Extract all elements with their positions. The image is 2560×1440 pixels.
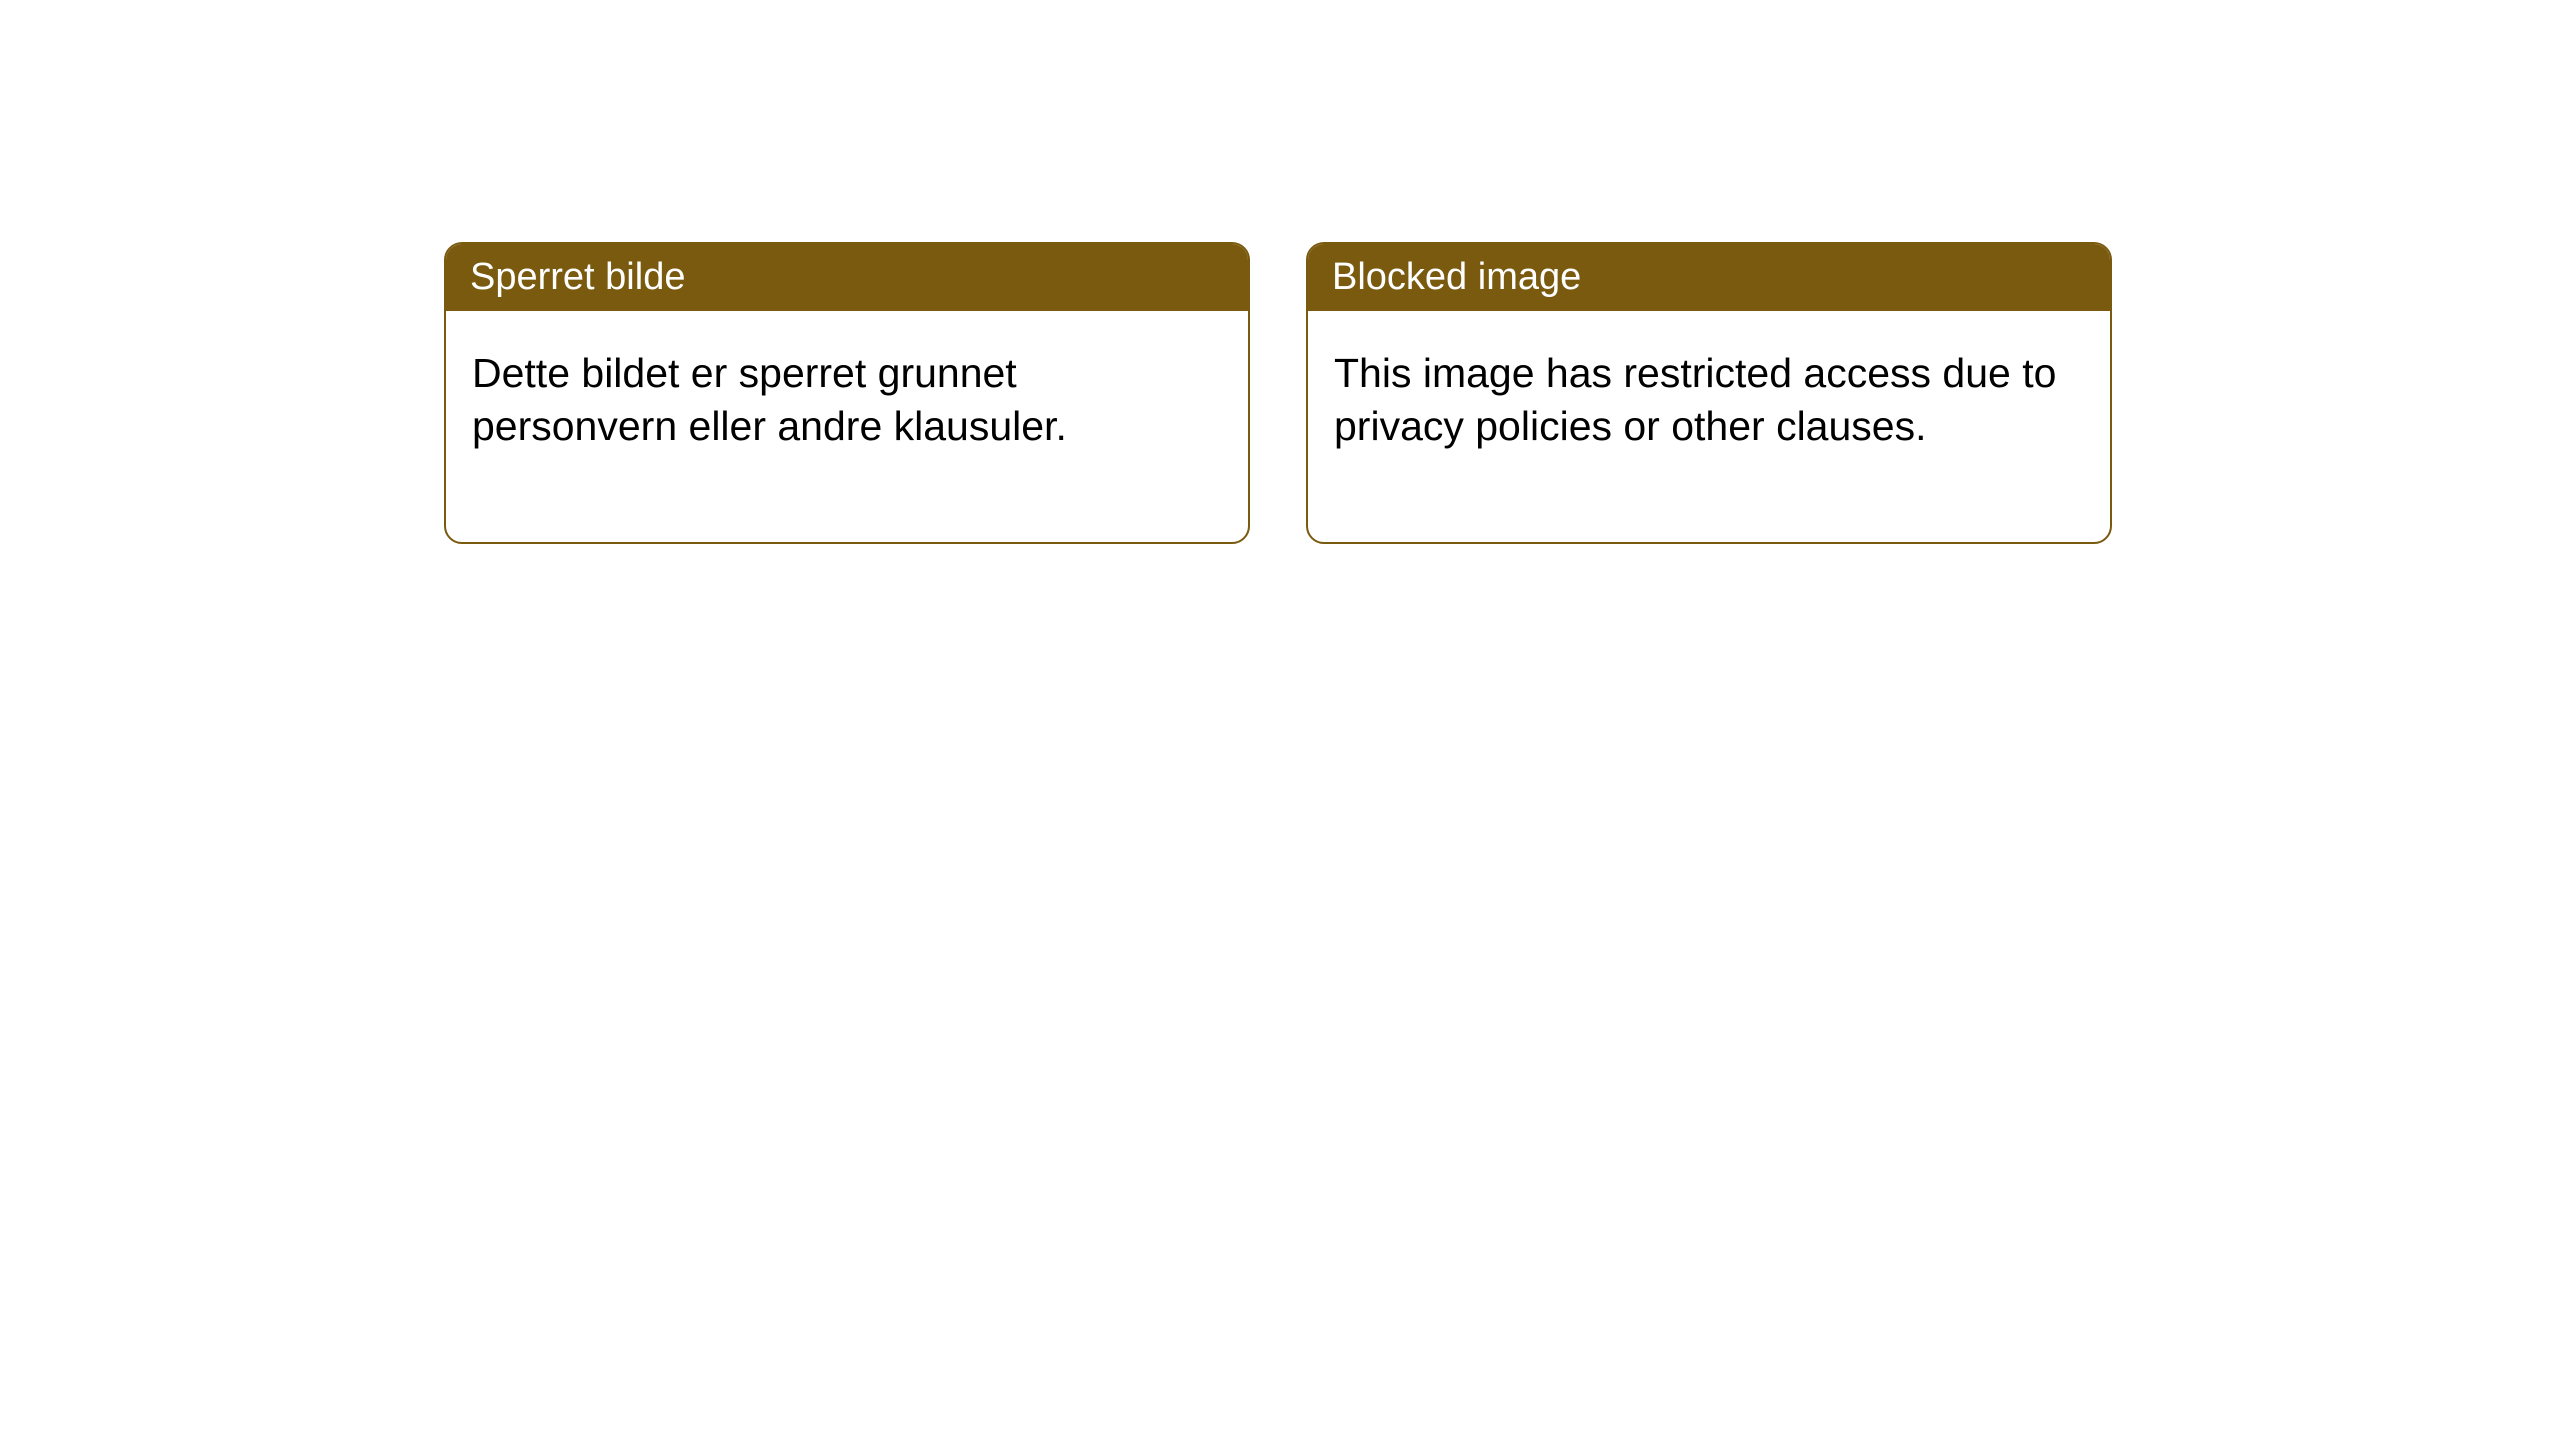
notice-cards-container: Sperret bilde Dette bildet er sperret gr… <box>444 242 2560 544</box>
card-body-text: Dette bildet er sperret grunnet personve… <box>472 350 1067 449</box>
card-header: Sperret bilde <box>446 244 1248 311</box>
card-body-text: This image has restricted access due to … <box>1334 350 2056 449</box>
card-body: This image has restricted access due to … <box>1308 311 2110 542</box>
card-title: Sperret bilde <box>470 256 685 298</box>
card-body: Dette bildet er sperret grunnet personve… <box>446 311 1248 542</box>
card-title: Blocked image <box>1332 256 1581 298</box>
notice-card-norwegian: Sperret bilde Dette bildet er sperret gr… <box>444 242 1250 544</box>
card-header: Blocked image <box>1308 244 2110 311</box>
notice-card-english: Blocked image This image has restricted … <box>1306 242 2112 544</box>
